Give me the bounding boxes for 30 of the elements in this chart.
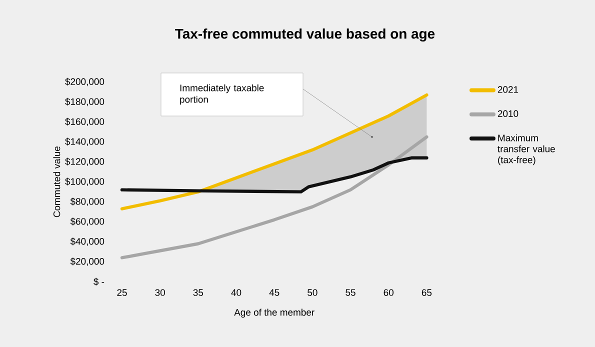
x-tick-label: 55 xyxy=(346,289,356,296)
y-tick-label: $140,000 xyxy=(65,138,104,146)
x-tick-label: 45 xyxy=(269,289,280,296)
annotation: Immediately taxable portion xyxy=(180,84,264,105)
chart-title: Tax-free commuted value based on age xyxy=(175,28,435,42)
x-tick-label: 60 xyxy=(384,289,394,296)
y-tick-label: $160,000 xyxy=(65,118,104,126)
x-tick-label: 25 xyxy=(117,289,127,296)
line-series xyxy=(120,156,428,194)
x-tick-label: 65 xyxy=(422,289,432,296)
legend-label: 2021 xyxy=(498,86,518,93)
y-tick-label: $180,000 xyxy=(65,98,104,106)
y-tick-label: $100,000 xyxy=(65,178,104,186)
y-tick-label: $60,000 xyxy=(70,218,104,226)
y-tick-label: $ - xyxy=(94,278,104,286)
line-series xyxy=(120,135,428,260)
x-tick-label: 50 xyxy=(308,289,318,296)
y-axis-title: Commuted value xyxy=(53,146,60,218)
y-tick-label: $120,000 xyxy=(65,158,104,166)
y-tick-label: $40,000 xyxy=(70,238,104,246)
x-tick-label: 30 xyxy=(155,289,165,296)
line-series xyxy=(120,93,428,210)
y-tick-label: $20,000 xyxy=(70,258,104,266)
x-tick-label: 35 xyxy=(193,289,204,296)
y-tick-label: $80,000 xyxy=(70,198,104,206)
x-tick-label: 40 xyxy=(231,289,242,296)
y-tick-label: $200,000 xyxy=(65,78,104,86)
legend-label: Maximum transfer value (tax-free) xyxy=(498,134,555,166)
x-axis-title: Age of the member xyxy=(234,308,314,318)
legend-label: 2010 xyxy=(498,110,518,117)
